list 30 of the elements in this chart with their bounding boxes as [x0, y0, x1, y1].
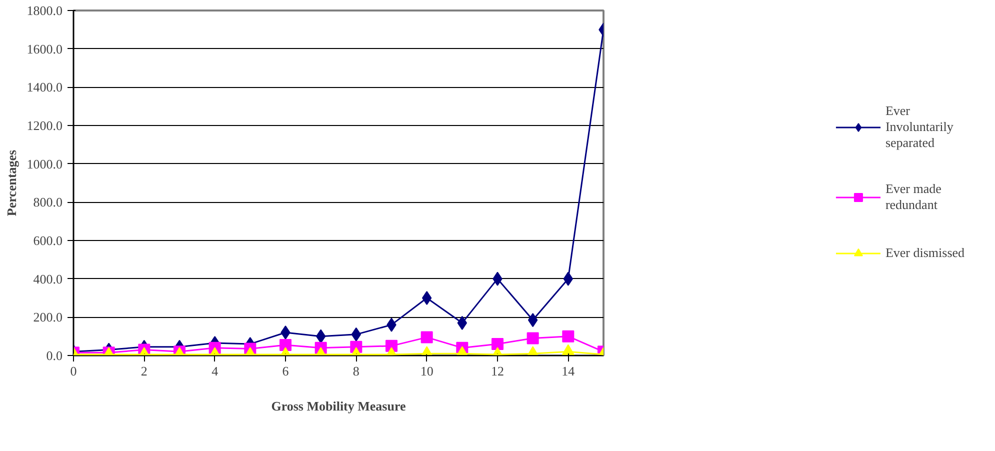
- point: [526, 332, 539, 344]
- x-tick-label: 10: [420, 364, 434, 378]
- x-tick-label: 6: [282, 364, 290, 378]
- x-tick-label: 14: [562, 364, 576, 378]
- point: [280, 326, 290, 340]
- y-tick-label: 800.0: [33, 194, 62, 210]
- point: [562, 330, 574, 342]
- y-axis-title: Percentages: [4, 150, 19, 216]
- x-tick-label: 8: [352, 364, 360, 378]
- legend-label: Ever dismissed: [885, 244, 965, 260]
- point: [422, 291, 432, 305]
- point: [280, 338, 292, 351]
- y-tick-label: 600.0: [33, 233, 62, 248]
- y-tick-label: 1000.0: [26, 156, 62, 172]
- y-tick-label: 0.0: [46, 348, 62, 363]
- y-tick-label: 200.0: [33, 310, 62, 325]
- x-axis-title: Gross Mobility Measure: [271, 398, 406, 414]
- legend-label: Ever made redundant: [885, 180, 942, 212]
- x-tick-label: 12: [491, 364, 504, 378]
- x-tick-label: 0: [70, 364, 77, 378]
- point: [420, 331, 433, 344]
- x-tick-label: 4: [212, 364, 219, 378]
- point: [492, 338, 504, 350]
- y-tick-label: 1200.0: [26, 118, 62, 133]
- x-tick-label: 2: [140, 364, 148, 378]
- y-tick-label: 1600.0: [26, 41, 62, 56]
- y-tick-label: 1800.0: [26, 3, 62, 18]
- y-tick-label: 1400.0: [26, 80, 62, 95]
- legend-label: Ever Involuntarily separated: [885, 102, 954, 150]
- y-tick-label: 400.0: [33, 271, 62, 286]
